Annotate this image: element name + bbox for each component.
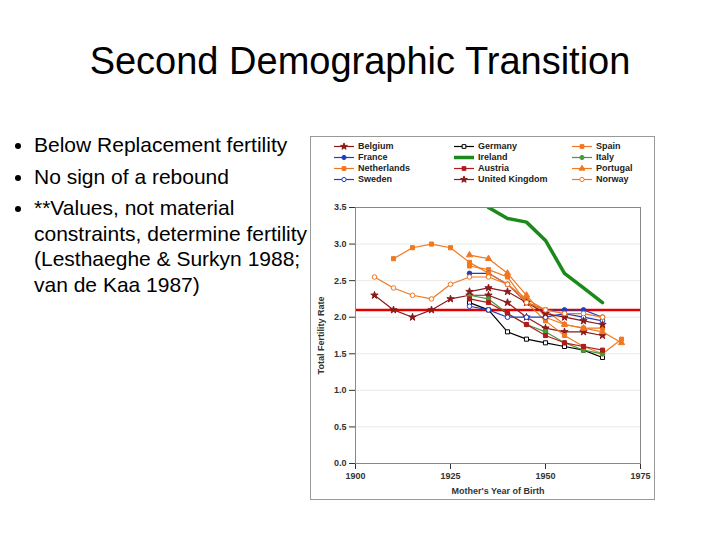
svg-text:1975: 1975 [630, 471, 650, 481]
html-text:Netherlands: Netherlands [358, 163, 410, 173]
html-text:United Kingdom: United Kingdom [478, 174, 548, 184]
html-text:Second Demographic Transition: Second Demographic Transition [89, 40, 631, 82]
svg-text:1925: 1925 [440, 471, 460, 481]
html-text:**Values, not material constra: **Values, not material constraints, dete… [34, 196, 308, 296]
html-text:Ireland: Ireland [478, 152, 508, 162]
html-text:Sweden: Sweden [358, 174, 392, 184]
svg-text:2.0: 2.0 [334, 312, 347, 322]
svg-text:Total Fertility Rate: Total Fertility Rate [316, 297, 326, 375]
html-text:France: France [358, 152, 388, 162]
html-text:Norway: Norway [596, 174, 629, 184]
svg-text:1.5: 1.5 [334, 349, 347, 359]
svg-text:1900: 1900 [345, 471, 365, 481]
svg-text:Mother's Year of Birth: Mother's Year of Birth [452, 486, 545, 496]
svg-text:2.5: 2.5 [334, 276, 347, 286]
html-text:Italy: Italy [596, 152, 614, 162]
svg-text:0.5: 0.5 [334, 422, 347, 432]
svg-text:3.0: 3.0 [334, 239, 347, 249]
html-text:Belgium: Belgium [358, 141, 394, 151]
svg-text:0.0: 0.0 [334, 458, 347, 468]
svg-text:1.0: 1.0 [334, 385, 347, 395]
html-text:Portugal: Portugal [596, 163, 633, 173]
html-text:Spain: Spain [596, 141, 621, 151]
html-text:No sign of a rebound: No sign of a rebound [34, 164, 229, 188]
svg-text:3.5: 3.5 [334, 202, 347, 212]
html-text:Austria: Austria [478, 163, 509, 173]
html-text:Below Replacement fertility: Below Replacement fertility [34, 133, 288, 156]
svg-text:1950: 1950 [535, 471, 555, 481]
html-text:Germany: Germany [478, 141, 517, 151]
